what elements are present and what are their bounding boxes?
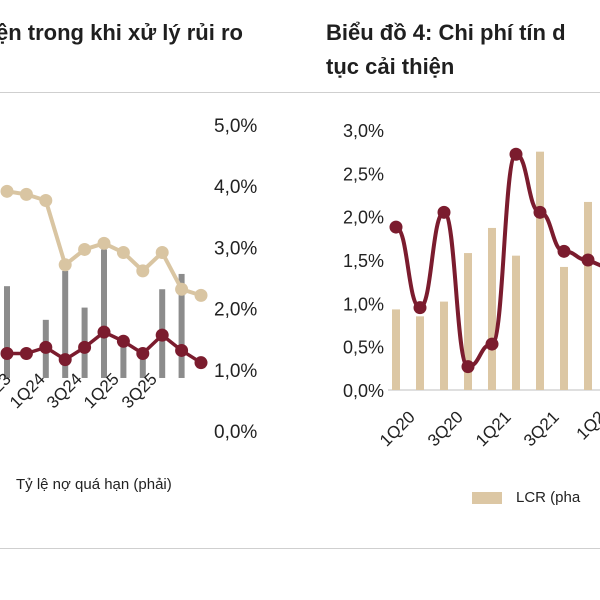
right-legend-label: LCR (pha xyxy=(516,489,581,506)
right-lcr-bar xyxy=(584,201,592,390)
right-cost-point xyxy=(389,220,403,234)
right-cost-line xyxy=(394,152,600,369)
right-x-tick-label: 3Q20 xyxy=(424,407,467,450)
right-y-tick-label: 1,0% xyxy=(343,294,384,314)
left-npl-point xyxy=(175,282,189,296)
left-npl-point xyxy=(39,194,53,207)
right-x-tick-label: 3Q21 xyxy=(520,407,563,450)
right-cost-point xyxy=(581,253,595,267)
left-npl-point xyxy=(0,184,14,198)
right-y-tick-label: 0,5% xyxy=(343,338,384,358)
right-cost-point xyxy=(485,337,499,351)
right-lcr-bar xyxy=(536,151,544,390)
left-npl-point xyxy=(194,288,208,302)
left-npl-point xyxy=(97,236,111,250)
left-bar xyxy=(120,341,127,378)
right-cost-point xyxy=(413,301,427,315)
left-npl-point xyxy=(116,246,130,260)
right-chart: 3,0%2,5%2,0%1,5%1,0%0,5%0,0%1Q20 3Q20 1Q21… xyxy=(343,121,600,450)
left-maroon-point xyxy=(155,328,169,342)
left-npl-point xyxy=(136,264,150,278)
left-npl-point xyxy=(155,246,169,260)
right-x-tick-label: 1Q2 xyxy=(573,407,600,443)
lcr-legend-swatch xyxy=(472,492,502,504)
left-y-tick-label: 4,0% xyxy=(214,177,257,198)
left-maroon-point xyxy=(19,347,33,360)
right-cost-point xyxy=(437,205,451,219)
left-y-tick-label: 0,0% xyxy=(214,422,257,443)
right-y-tick-label: 2,5% xyxy=(343,164,384,184)
right-chart-title: Biểu đồ 4: Chi phí tín d xyxy=(326,20,566,45)
right-lcr-bar xyxy=(560,266,568,390)
right-lcr-bar xyxy=(512,255,520,390)
left-y-tick-label: 2,0% xyxy=(214,300,257,321)
top-divider xyxy=(0,92,600,93)
left-chart: 5,0%4,0%3,0%2,0%1,0%0,0%Q231Q243Q241Q253… xyxy=(0,116,257,443)
left-y-tick-label: 3,0% xyxy=(214,238,257,259)
left-maroon-point xyxy=(136,347,150,360)
left-npl-point xyxy=(58,258,72,272)
left-maroon-point xyxy=(78,340,92,354)
left-x-tick-label: 1Q24 xyxy=(6,369,49,412)
right-cost-point xyxy=(533,205,547,219)
right-lcr-bar xyxy=(416,316,424,390)
left-y-tick-label: 1,0% xyxy=(214,361,257,382)
left-bar xyxy=(4,286,10,378)
right-x-tick-label: 1Q21 xyxy=(472,407,515,450)
left-bar xyxy=(62,270,69,378)
right-y-tick-label: 0,0% xyxy=(343,381,384,401)
left-maroon-point xyxy=(0,347,14,360)
left-maroon-point xyxy=(175,343,189,357)
right-cost-point xyxy=(461,360,475,374)
left-npl-point xyxy=(78,242,92,256)
bottom-divider xyxy=(0,548,600,549)
left-y-tick-label: 5,0% xyxy=(214,116,257,137)
left-bar xyxy=(178,273,185,378)
right-x-tick-label: 1Q20 xyxy=(376,407,419,450)
left-legend-label: Tỷ lệ nợ quá hạn (phải) xyxy=(16,476,172,493)
left-npl-point xyxy=(19,187,33,201)
left-maroon-point xyxy=(39,340,53,354)
right-chart-title-line2: tục cải thiện xyxy=(326,54,455,79)
left-maroon-point xyxy=(116,334,130,348)
left-maroon-point xyxy=(58,353,72,367)
right-lcr-bar xyxy=(392,309,400,390)
right-cost-point xyxy=(557,244,571,258)
left-maroon-point xyxy=(97,325,111,339)
left-chart-title: ện trong khi xử lý rủi ro xyxy=(0,20,243,45)
left-bar xyxy=(139,350,146,378)
right-lcr-bar xyxy=(488,227,496,390)
right-lcr-bar xyxy=(440,301,448,390)
right-cost-point xyxy=(509,147,523,161)
right-lcr-bar xyxy=(464,253,472,390)
right-y-tick-label: 2,0% xyxy=(343,208,384,228)
right-y-tick-label: 1,5% xyxy=(343,251,384,271)
left-maroon-point xyxy=(194,356,208,370)
right-y-tick-label: 3,0% xyxy=(343,121,384,141)
left-bar xyxy=(101,249,107,378)
